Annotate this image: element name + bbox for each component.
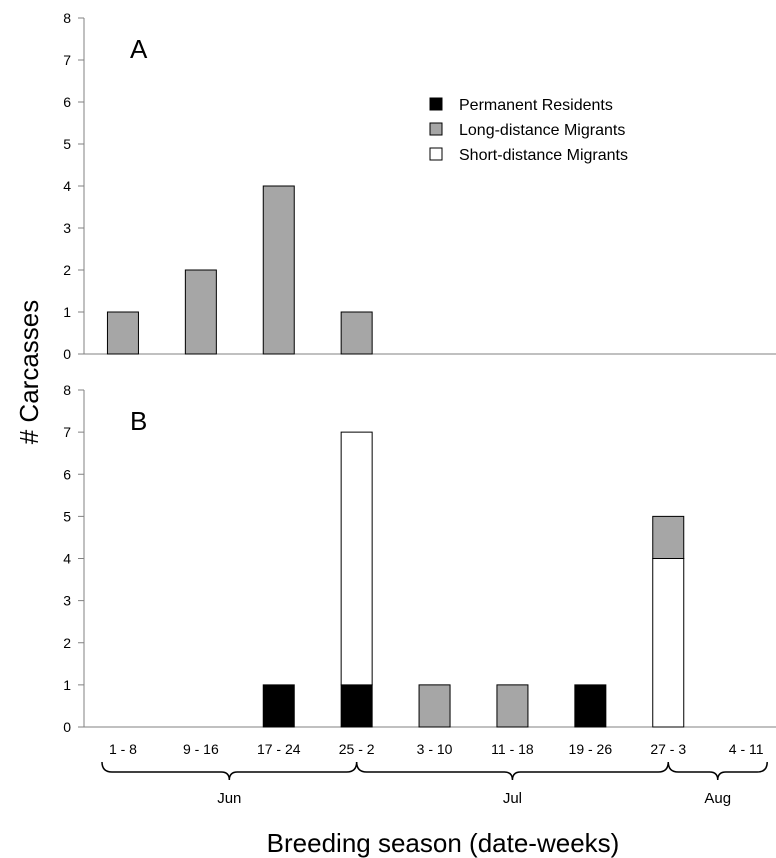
bar-a-long-distance-migrants — [184, 269, 217, 355]
month-brace-jun — [101, 761, 358, 781]
panels-group: 0 1 2 3 4 5 6 7 8 A 0 1 2 3 4 5 6 7 8 B 1 - 8 9 - 16 17 - 24 25… — [63, 10, 776, 807]
legend-label: Long-distance Migrants — [459, 122, 625, 139]
y-tick-label: 5 — [63, 508, 71, 524]
legend-swatch — [429, 147, 443, 161]
month-label: Jun — [217, 790, 241, 807]
legend-swatch — [429, 97, 443, 111]
panel-label: B — [130, 406, 147, 436]
x-tick-label: 3 - 10 — [417, 741, 453, 757]
bar-a-long-distance-migrants — [262, 185, 295, 355]
y-tick-label: 0 — [63, 346, 71, 362]
y-tick-label: 1 — [63, 677, 71, 693]
y-tick-label: 5 — [63, 136, 71, 152]
y-tick-label: 2 — [63, 635, 71, 651]
y-tick-label: 8 — [63, 10, 71, 26]
bar-b-permanent-residents — [574, 684, 607, 728]
y-tick-label: 6 — [63, 466, 71, 482]
panel-b: 0 1 2 3 4 5 6 7 8 B — [63, 382, 776, 735]
y-tick-label: 2 — [63, 262, 71, 278]
bar-b-permanent-residents — [340, 684, 373, 728]
legend-label: Short-distance Migrants — [459, 147, 628, 164]
y-tick-label: 4 — [63, 551, 71, 567]
x-tick-label: 17 - 24 — [257, 741, 301, 757]
month-label: Aug — [704, 790, 731, 807]
month-label: Jul — [503, 790, 522, 807]
y-tick-label: 4 — [63, 178, 71, 194]
x-tick-label: 1 - 8 — [109, 741, 137, 757]
month-brace-jul — [355, 761, 669, 781]
x-tick-label: 19 - 26 — [569, 741, 613, 757]
bar-b-long-distance-migrants — [496, 684, 529, 728]
bar-a-long-distance-migrants — [340, 311, 373, 355]
legend-swatch — [429, 122, 443, 136]
x-tick-label: 9 - 16 — [183, 741, 219, 757]
bar-b-short-distance-migrants — [652, 558, 685, 728]
y-tick-label: 7 — [63, 52, 71, 68]
y-axis-label: # Carcasses — [14, 300, 44, 445]
bar-b-long-distance-migrants — [418, 684, 451, 728]
y-tick-label: 1 — [63, 304, 71, 320]
y-tick-label: 0 — [63, 719, 71, 735]
legend: Permanent Residents Long-distance Migrant… — [429, 97, 628, 164]
x-tick-label: 4 - 11 — [729, 741, 764, 757]
bar-b-short-distance-migrants — [340, 431, 373, 686]
month-brace-aug — [667, 761, 768, 781]
x-tick-label: 25 - 2 — [339, 741, 375, 757]
x-tick-label: 27 - 3 — [650, 741, 686, 757]
panel-a: 0 1 2 3 4 5 6 7 8 A — [63, 10, 776, 362]
y-tick-label: 6 — [63, 94, 71, 110]
panel-label: A — [130, 34, 148, 64]
x-tick-label: 11 - 18 — [491, 741, 534, 757]
legend-label: Permanent Residents — [459, 97, 613, 114]
y-tick-label: 3 — [63, 593, 71, 609]
y-tick-label: 8 — [63, 382, 71, 398]
y-tick-label: 3 — [63, 220, 71, 236]
x-axis-label: Breeding season (date-weeks) — [267, 828, 620, 858]
y-tick-label: 7 — [63, 424, 71, 440]
bar-b-long-distance-migrants — [652, 515, 685, 559]
bar-b-permanent-residents — [262, 684, 295, 728]
bar-a-long-distance-migrants — [106, 311, 139, 355]
